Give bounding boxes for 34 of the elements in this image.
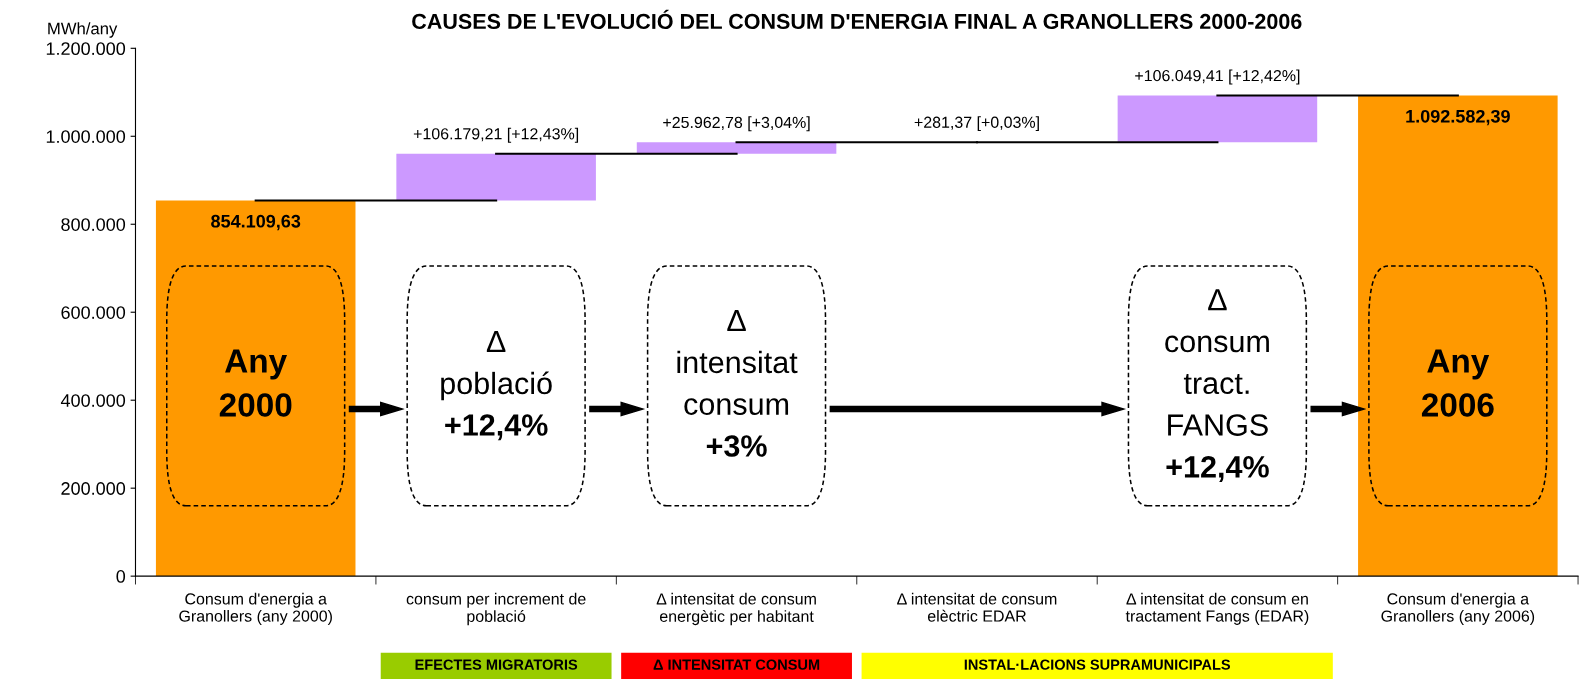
data-label: +106.179,21 [+12,43%]: [413, 127, 579, 143]
bar: [1358, 95, 1558, 577]
data-label: 854.109,63: [211, 214, 301, 231]
data-label: +106.049,41 [+12,42%]: [1135, 69, 1300, 85]
y-tick-label: 0: [116, 570, 126, 583]
bar: [155, 200, 356, 577]
data-label: 1.092.582,39: [1406, 109, 1510, 126]
bar: [396, 153, 596, 201]
text: INSTAL·LACIONS SUPRAMUNICIPALS: [964, 659, 1231, 670]
text: EFECTES MIGRATORIS: [415, 659, 578, 670]
bar: [1117, 95, 1318, 143]
x-tick-label: Consum d'energia a Granollers (any 2006): [1381, 592, 1535, 625]
x-tick-label: consum per increment de població: [406, 592, 586, 626]
x-tick-label: Δ intensitat de consum en tractament Fangs (EDAR): [1125, 592, 1309, 625]
annotation: Any 2006: [1421, 349, 1494, 417]
y-tick-label: 1.000.000: [46, 130, 126, 143]
text: Δ INTENSITAT CONSUM: [653, 659, 820, 670]
x-tick-label: Δ intensitat de consum elèctric EDAR: [897, 592, 1057, 622]
y-tick-label: 400.000: [60, 394, 126, 407]
chart-title: CAUSES DE L'EVOLUCIÓ DEL CONSUM D'ENERGIA FINAL A GRANOLLERS 2000-2006: [412, 9, 1302, 30]
annotation: Δ població +12,4%: [441, 331, 552, 441]
data-label: +281,37 [+0,03%]: [914, 116, 1039, 132]
x-tick-label: Consum d'energia a Granollers (any 2000): [179, 592, 332, 625]
annotation: Any 2000: [219, 349, 292, 417]
y-tick-label: 600.000: [61, 306, 126, 319]
x-tick-label: Δ intensitat de consum energètic per habitant: [656, 592, 816, 626]
data-label: +25.962,78 [+3,04%]: [663, 116, 810, 132]
annotation: Δ consum tract. FANGS +12,4%: [1165, 289, 1269, 483]
y-tick-label: 200.000: [61, 482, 126, 495]
bar: [636, 142, 837, 154]
y-axis-title: MWh/any: [48, 22, 118, 38]
y-tick-label: 1.200.000: [46, 42, 126, 56]
y-tick-label: 800.000: [61, 218, 126, 231]
annotation: Δ intensitat consum +3%: [677, 310, 798, 457]
